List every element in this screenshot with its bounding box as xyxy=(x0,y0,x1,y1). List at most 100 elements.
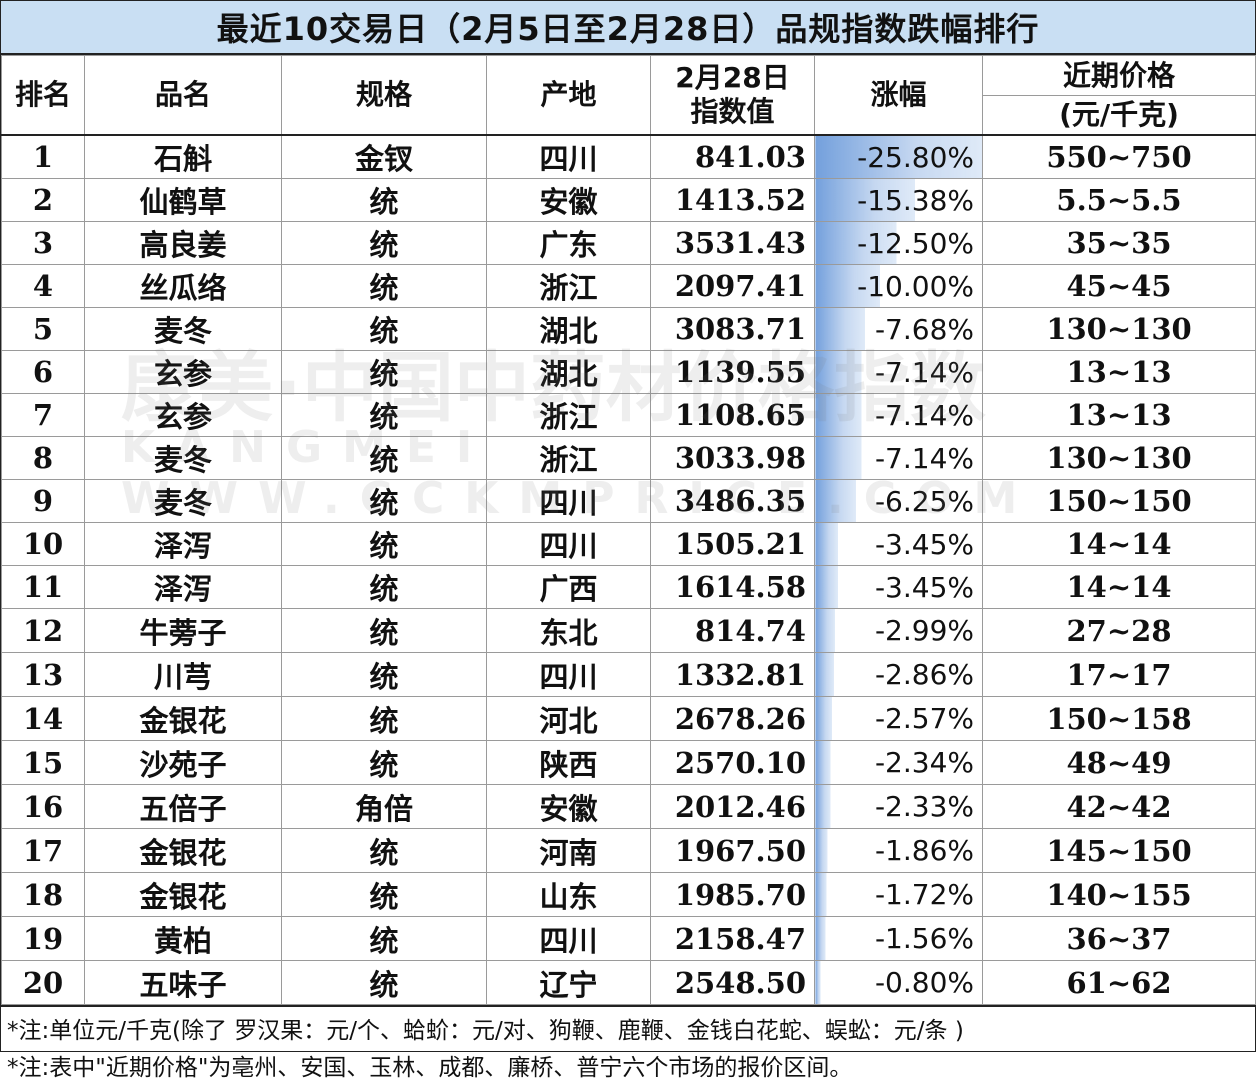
table-header: 排名 品名 规格 产地 2月28日 指数值 涨幅 近期价格 (元/千克) xyxy=(1,55,1256,136)
table-row: 18 金银花统山东 1985.70 -1.72% 140~155 xyxy=(1,872,1256,917)
cell-change: -2.33% xyxy=(814,784,983,829)
cell-origin: 四川 xyxy=(486,134,651,179)
header-index-line2: 指数值 xyxy=(690,95,775,128)
cell-price: 13~13 xyxy=(982,350,1256,394)
cell-index: 1108.65 xyxy=(650,393,815,437)
cell-rank: 16 xyxy=(1,784,85,829)
cell-change: -3.45% xyxy=(814,522,983,566)
cell-index: 814.74 xyxy=(650,608,815,653)
cell-change: -1.72% xyxy=(814,872,983,917)
header-price: 近期价格 (元/千克) xyxy=(982,55,1256,136)
cell-spec: 统 xyxy=(281,522,487,566)
cell-change: -2.57% xyxy=(814,696,983,741)
cell-origin: 安徽 xyxy=(486,784,651,829)
cell-index: 3486.35 xyxy=(650,479,815,523)
table-row: 2 仙鹤草统安徽 1413.52 -15.38% 5.5~5.5 xyxy=(1,178,1256,222)
table-row: 14 金银花统河北 2678.26 -2.57% 150~158 xyxy=(1,696,1256,741)
cell-change: -12.50% xyxy=(814,221,983,265)
cell-name: 麦冬 xyxy=(84,307,282,351)
cell-origin: 湖北 xyxy=(486,350,651,394)
cell-spec: 金钗 xyxy=(281,134,487,179)
cell-index: 1332.81 xyxy=(650,652,815,697)
cell-origin: 四川 xyxy=(486,652,651,697)
table-row: 9 麦冬统四川 3486.35 -6.25% 150~150 xyxy=(1,479,1256,523)
table-row: 8 麦冬统浙江 3033.98 -7.14% 130~130 xyxy=(1,436,1256,480)
cell-index: 3083.71 xyxy=(650,307,815,351)
cell-price: 130~130 xyxy=(982,307,1256,351)
cell-name: 石斛 xyxy=(84,134,282,179)
cell-spec: 统 xyxy=(281,264,487,308)
cell-rank: 12 xyxy=(1,608,85,653)
cell-name: 五味子 xyxy=(84,960,282,1005)
cell-price: 36~37 xyxy=(982,916,1256,961)
cell-price: 35~35 xyxy=(982,221,1256,265)
cell-price: 150~158 xyxy=(982,696,1256,741)
sheet-title: 最近10交易日（2月5日至2月28日）品规指数跌幅排行 xyxy=(1,1,1255,55)
cell-change: -6.25% xyxy=(814,479,983,523)
cell-origin: 湖北 xyxy=(486,307,651,351)
cell-index: 1614.58 xyxy=(650,565,815,609)
cell-origin: 河南 xyxy=(486,828,651,873)
cell-spec: 统 xyxy=(281,740,487,785)
cell-index: 2548.50 xyxy=(650,960,815,1005)
cell-rank: 11 xyxy=(1,565,85,609)
cell-change: -25.80% xyxy=(814,134,983,179)
cell-name: 牛蒡子 xyxy=(84,608,282,653)
cell-name: 金银花 xyxy=(84,828,282,873)
cell-change: -15.38% xyxy=(814,178,983,222)
cell-price: 150~150 xyxy=(982,479,1256,523)
cell-name: 金银花 xyxy=(84,696,282,741)
table-row: 17 金银花统河南 1967.50 -1.86% 145~150 xyxy=(1,828,1256,873)
table-row: 7 玄参统浙江 1108.65 -7.14% 13~13 xyxy=(1,393,1256,437)
cell-name: 川芎 xyxy=(84,652,282,697)
cell-rank: 18 xyxy=(1,872,85,917)
cell-spec: 统 xyxy=(281,307,487,351)
cell-rank: 19 xyxy=(1,916,85,961)
cell-rank: 7 xyxy=(1,393,85,437)
cell-spec: 统 xyxy=(281,696,487,741)
table-row: 15 沙苑子统陕西 2570.10 -2.34% 48~49 xyxy=(1,740,1256,785)
cell-change: -7.68% xyxy=(814,307,983,351)
cell-change: -2.99% xyxy=(814,608,983,653)
cell-index: 2097.41 xyxy=(650,264,815,308)
cell-spec: 统 xyxy=(281,479,487,523)
cell-index: 3531.43 xyxy=(650,221,815,265)
cell-spec: 统 xyxy=(281,960,487,1005)
cell-origin: 四川 xyxy=(486,916,651,961)
header-spec: 规格 xyxy=(281,55,487,136)
cell-origin: 四川 xyxy=(486,522,651,566)
table-row: 3 高良姜统广东 3531.43 -12.50% 35~35 xyxy=(1,221,1256,265)
cell-price: 550~750 xyxy=(982,134,1256,179)
header-name: 品名 xyxy=(84,55,282,136)
cell-index: 1985.70 xyxy=(650,872,815,917)
cell-name: 黄柏 xyxy=(84,916,282,961)
cell-price: 5.5~5.5 xyxy=(982,178,1256,222)
cell-price: 17~17 xyxy=(982,652,1256,697)
cell-spec: 统 xyxy=(281,393,487,437)
cell-spec: 统 xyxy=(281,178,487,222)
cell-rank: 8 xyxy=(1,436,85,480)
cell-change: -10.00% xyxy=(814,264,983,308)
table-row: 16 五倍子 角倍 安徽 2012.46 -2.33% 42~42 xyxy=(1,784,1256,829)
cell-price: 14~14 xyxy=(982,522,1256,566)
cell-rank: 14 xyxy=(1,696,85,741)
cell-rank: 9 xyxy=(1,479,85,523)
cell-name: 麦冬 xyxy=(84,436,282,480)
cell-rank: 20 xyxy=(1,960,85,1005)
table-row: 6 玄参统湖北 1139.55 -7.14% 13~13 xyxy=(1,350,1256,394)
cell-rank: 17 xyxy=(1,828,85,873)
cell-change: -1.56% xyxy=(814,916,983,961)
cell-spec: 统 xyxy=(281,565,487,609)
cell-change: -7.14% xyxy=(814,436,983,480)
notes: *注:单位元/千克(除了 罗汉果：元/个、蛤蚧：元/对、狗鞭、鹿鞭、金钱白花蛇、… xyxy=(1,1005,1255,1087)
cell-change: -7.14% xyxy=(814,350,983,394)
cell-price: 45~45 xyxy=(982,264,1256,308)
cell-index: 1967.50 xyxy=(650,828,815,873)
cell-spec: 统 xyxy=(281,221,487,265)
cell-price: 27~28 xyxy=(982,608,1256,653)
cell-name: 高良姜 xyxy=(84,221,282,265)
cell-rank: 6 xyxy=(1,350,85,394)
header-rank: 排名 xyxy=(1,55,85,136)
cell-name: 泽泻 xyxy=(84,522,282,566)
cell-rank: 10 xyxy=(1,522,85,566)
